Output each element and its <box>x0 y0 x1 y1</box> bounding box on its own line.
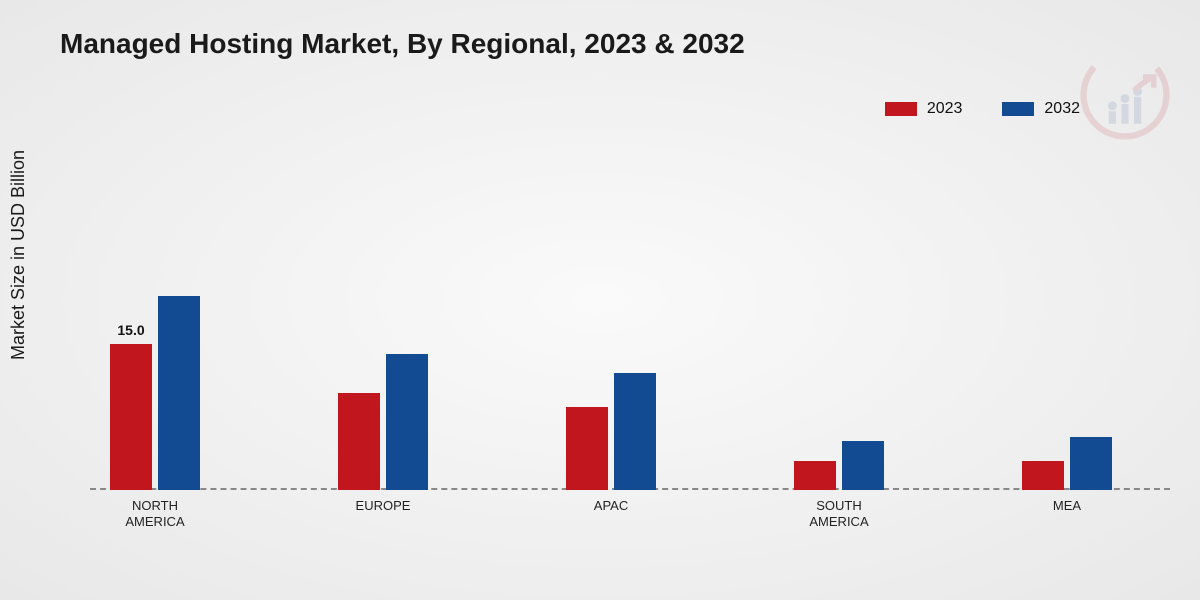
x-axis-label: APAC <box>594 498 628 514</box>
bar-value-label: 15.0 <box>117 322 144 338</box>
bar <box>566 407 608 490</box>
x-axis-labels: NORTH AMERICA EUROPE APAC SOUTH AMERICA MEA <box>90 498 1170 548</box>
bar-group: 15.0 <box>110 296 200 490</box>
bar <box>614 373 656 490</box>
y-axis-label: Market Size in USD Billion <box>8 150 29 360</box>
bar-group <box>566 373 656 490</box>
x-axis-label: MEA <box>1053 498 1081 514</box>
bar <box>842 441 884 490</box>
bar: 15.0 <box>110 344 152 490</box>
bar-group <box>1022 437 1112 490</box>
bar <box>1022 461 1064 490</box>
chart-title: Managed Hosting Market, By Regional, 202… <box>60 28 745 60</box>
x-axis-label: EUROPE <box>356 498 411 514</box>
legend: 2023 2032 <box>885 100 1080 118</box>
bar-group <box>338 354 428 490</box>
bar-group <box>794 441 884 490</box>
legend-item-2032: 2032 <box>1002 100 1080 118</box>
legend-item-2023: 2023 <box>885 100 963 118</box>
legend-label-2032: 2032 <box>1044 100 1080 118</box>
bar <box>386 354 428 490</box>
bar <box>158 296 200 490</box>
bar <box>794 461 836 490</box>
legend-label-2023: 2023 <box>927 100 963 118</box>
bar <box>1070 437 1112 490</box>
x-axis-label: NORTH AMERICA <box>125 498 184 531</box>
plot-area: 15.0 <box>90 150 1170 490</box>
watermark-logo <box>1080 50 1170 140</box>
bar <box>338 393 380 490</box>
legend-swatch-2023 <box>885 102 917 116</box>
legend-swatch-2032 <box>1002 102 1034 116</box>
x-axis-label: SOUTH AMERICA <box>809 498 868 531</box>
